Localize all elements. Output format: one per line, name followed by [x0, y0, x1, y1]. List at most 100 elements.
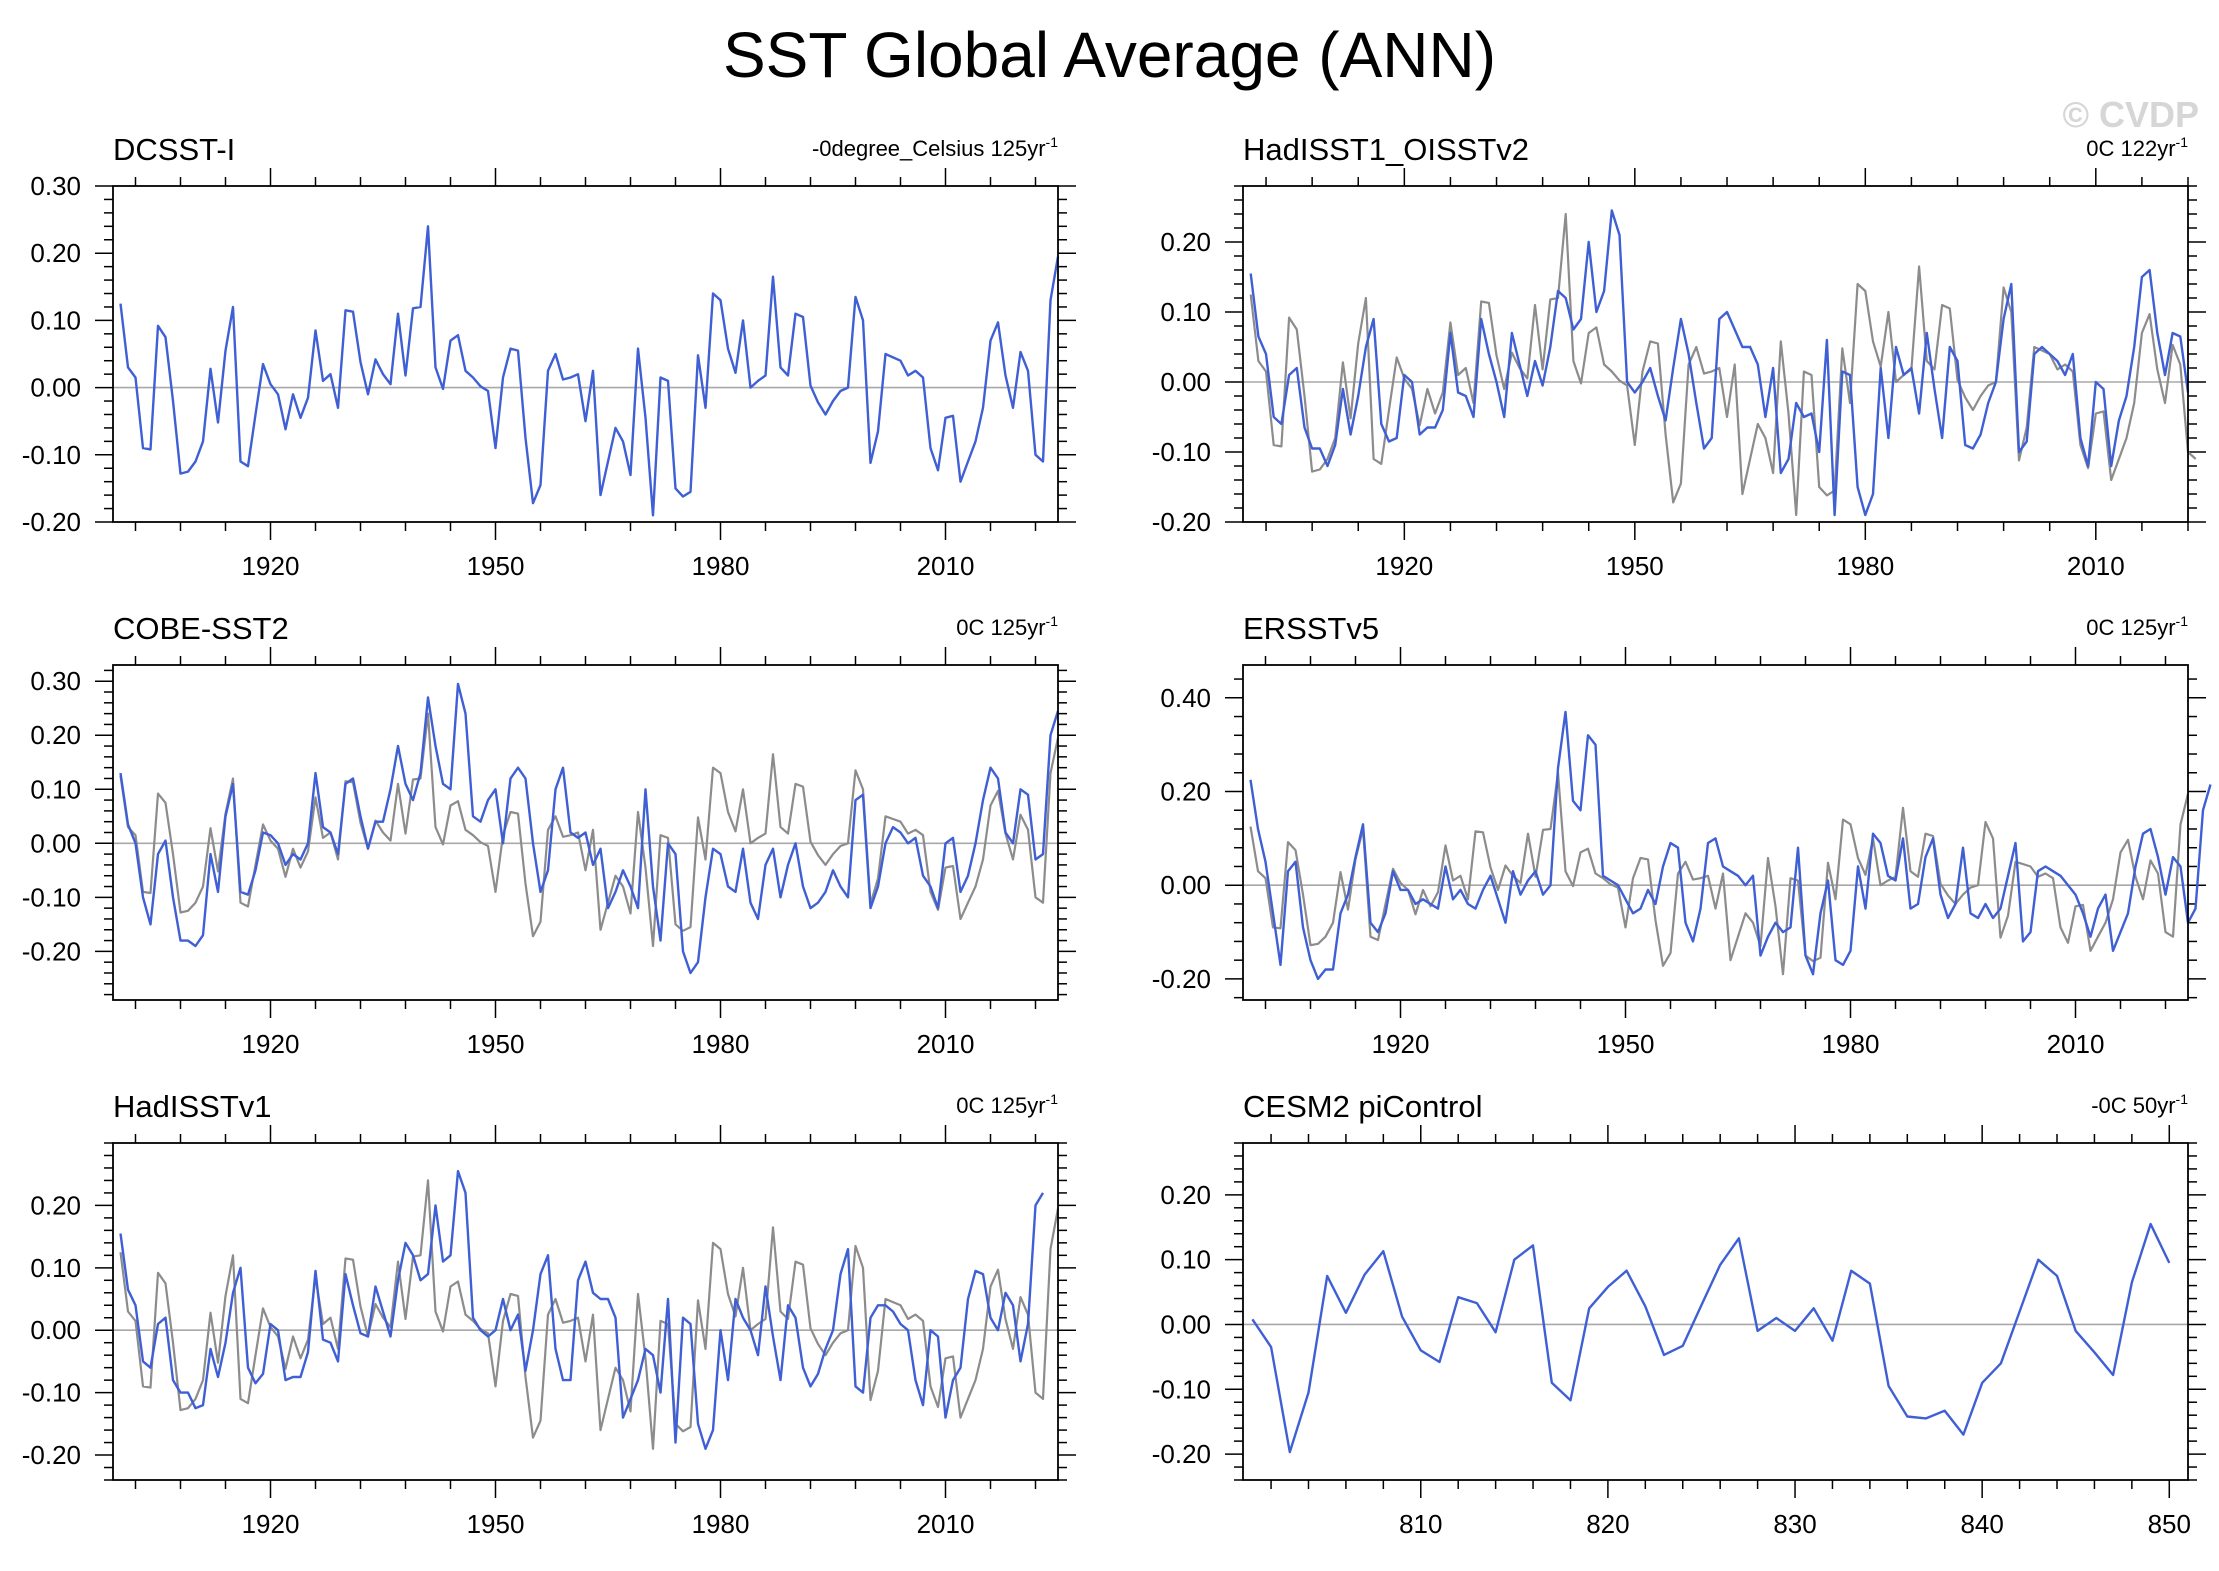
- x-tick-label: 1920: [1372, 1029, 1430, 1059]
- y-tick-label: 0.10: [1160, 1245, 1211, 1275]
- y-tick-label: 0.10: [30, 1253, 81, 1283]
- x-tick-label: 1980: [692, 1029, 750, 1059]
- x-tick-label: 1950: [467, 1509, 525, 1539]
- x-tick-label: 1950: [1606, 551, 1664, 581]
- y-tick-label: -0.10: [1152, 437, 1211, 467]
- x-tick-label: 820: [1586, 1509, 1629, 1539]
- panel-title: DCSST-I: [113, 132, 235, 167]
- x-tick-label: 810: [1399, 1509, 1442, 1539]
- y-tick-label: 0.20: [1160, 227, 1211, 257]
- panel-title: HadISST1_OISSTv2: [1243, 132, 1529, 167]
- x-tick-label: 830: [1773, 1509, 1816, 1539]
- panel-subtitle-text: 0C 125yr: [956, 1093, 1045, 1118]
- plot-frame: [1242, 664, 2189, 1001]
- y-tick-label: 0.10: [30, 305, 81, 335]
- plot-frame: [112, 185, 1059, 523]
- y-tick-label: 0.20: [30, 720, 81, 750]
- x-tick-label: 2010: [2047, 1029, 2105, 1059]
- y-tick-label: -0.10: [22, 1378, 81, 1408]
- y-tick-label: 0.20: [1160, 777, 1211, 807]
- plot-frame: [1242, 185, 2189, 523]
- x-tick-label: 1980: [1836, 551, 1894, 581]
- x-tick-label: 1950: [467, 551, 525, 581]
- series-line-main: [1249, 209, 2190, 517]
- series-line-main: [119, 1169, 1045, 1451]
- y-tick-label: 0.20: [30, 238, 81, 268]
- y-tick-label: 0.10: [1160, 297, 1211, 327]
- x-tick-label: 2010: [917, 1509, 975, 1539]
- y-tick-label: 0.20: [1160, 1180, 1211, 1210]
- y-tick-label: -0.20: [22, 936, 81, 966]
- panel-3: COBE-SST2 0C 125yr-1 -0.20 -0.10 0.00 0.10 0.2…: [22, 611, 1076, 1059]
- panel-subtitle: 0C 122yr-1: [2086, 134, 2188, 161]
- x-tick-label: 2010: [917, 1029, 975, 1059]
- panel-subtitle: 0C 125yr-1: [956, 1091, 1058, 1118]
- x-tick-label: 840: [1960, 1509, 2003, 1539]
- y-tick-label: -0.20: [22, 1440, 81, 1470]
- panel-subtitle-text: 0C 122yr: [2086, 136, 2175, 161]
- x-tick-label: 1980: [692, 551, 750, 581]
- x-tick-label: 1950: [1597, 1029, 1655, 1059]
- y-tick-label: 0.10: [30, 774, 81, 804]
- x-tick-label: 1920: [242, 1029, 300, 1059]
- panel-title: ERSSTv5: [1243, 611, 1379, 646]
- panel-subtitle-sup: -1: [2176, 134, 2189, 150]
- panel-5: HadISSTv1 0C 125yr-1 -0.20 -0.10 0.00 0.10 0.2…: [22, 1089, 1076, 1539]
- y-tick-label: -0.20: [1152, 507, 1211, 537]
- panel-subtitle-sup: -1: [1046, 613, 1059, 629]
- panel-subtitle-sup: -1: [2176, 1091, 2189, 1107]
- panel-subtitle-sup: -1: [2176, 613, 2189, 629]
- panel-title: COBE-SST2: [113, 611, 289, 646]
- x-tick-label: 2010: [917, 551, 975, 581]
- panel-6: CESM2 piControl -0C 50yr-1 -0.20 -0.10 0.00 0…: [1152, 1089, 2206, 1539]
- panel-1: DCSST-I -0degree_Celsius 125yr-1 -0.20 -0.1…: [22, 132, 1076, 581]
- series-line-reference: [119, 1179, 1060, 1450]
- panel-subtitle-text: 0C 125yr: [2086, 615, 2175, 640]
- x-tick-label: 1920: [242, 1509, 300, 1539]
- x-tick-label: 1920: [242, 551, 300, 581]
- y-tick-label: -0.20: [22, 507, 81, 537]
- panel-title: CESM2 piControl: [1243, 1089, 1482, 1124]
- watermark-label: © CVDP: [2062, 94, 2199, 135]
- y-tick-label: 0.00: [1160, 870, 1211, 900]
- panel-subtitle-text: -0degree_Celsius 125yr: [812, 136, 1046, 161]
- panel-subtitle: 0C 125yr-1: [2086, 613, 2188, 640]
- y-tick-label: 0.30: [30, 171, 81, 201]
- series-line-main: [119, 682, 1060, 975]
- x-tick-label: 1980: [692, 1509, 750, 1539]
- y-tick-label: 0.20: [30, 1190, 81, 1220]
- y-tick-label: 0.40: [1160, 683, 1211, 713]
- panel-4: ERSSTv5 0C 125yr-1 -0.20 0.00 0.20 0.40 1920 19…: [1152, 611, 2212, 1059]
- plot-frame: [1242, 1142, 2189, 1481]
- panel-subtitle-sup: -1: [1046, 1091, 1059, 1107]
- y-tick-label: 0.00: [30, 828, 81, 858]
- y-tick-label: -0.10: [1152, 1374, 1211, 1404]
- x-tick-label: 1980: [1822, 1029, 1880, 1059]
- y-tick-label: 0.00: [1160, 1309, 1211, 1339]
- y-tick-label: 0.00: [30, 373, 81, 403]
- page-title: SST Global Average (ANN): [722, 19, 1497, 91]
- series-line-reference: [1249, 771, 2190, 976]
- y-tick-label: 0.30: [30, 666, 81, 696]
- y-tick-label: -0.10: [22, 440, 81, 470]
- series-line-reference: [1249, 212, 2197, 517]
- series-line-main: [1249, 710, 2212, 981]
- plot-frame: [112, 1142, 1059, 1481]
- panel-subtitle: 0C 125yr-1: [956, 613, 1058, 640]
- series-line-main: [1251, 1222, 2171, 1454]
- plot-frame: [112, 664, 1059, 1001]
- series-line-main: [119, 225, 1060, 517]
- y-tick-label: 0.00: [1160, 367, 1211, 397]
- panel-2: HadISST1_OISSTv2 0C 122yr-1 -0.20 -0.10 0.00…: [1152, 132, 2206, 581]
- series-line-reference: [119, 712, 1060, 948]
- y-tick-label: -0.20: [1152, 1439, 1211, 1469]
- panel-subtitle: -0C 50yr-1: [2091, 1091, 2188, 1118]
- panel-title: HadISSTv1: [113, 1089, 272, 1124]
- panel-subtitle-text: -0C 50yr: [2091, 1093, 2175, 1118]
- x-tick-label: 850: [2148, 1509, 2191, 1539]
- y-tick-label: -0.10: [22, 882, 81, 912]
- x-tick-label: 1950: [467, 1029, 525, 1059]
- panel-subtitle: -0degree_Celsius 125yr-1: [812, 134, 1058, 161]
- x-tick-label: 1920: [1375, 551, 1433, 581]
